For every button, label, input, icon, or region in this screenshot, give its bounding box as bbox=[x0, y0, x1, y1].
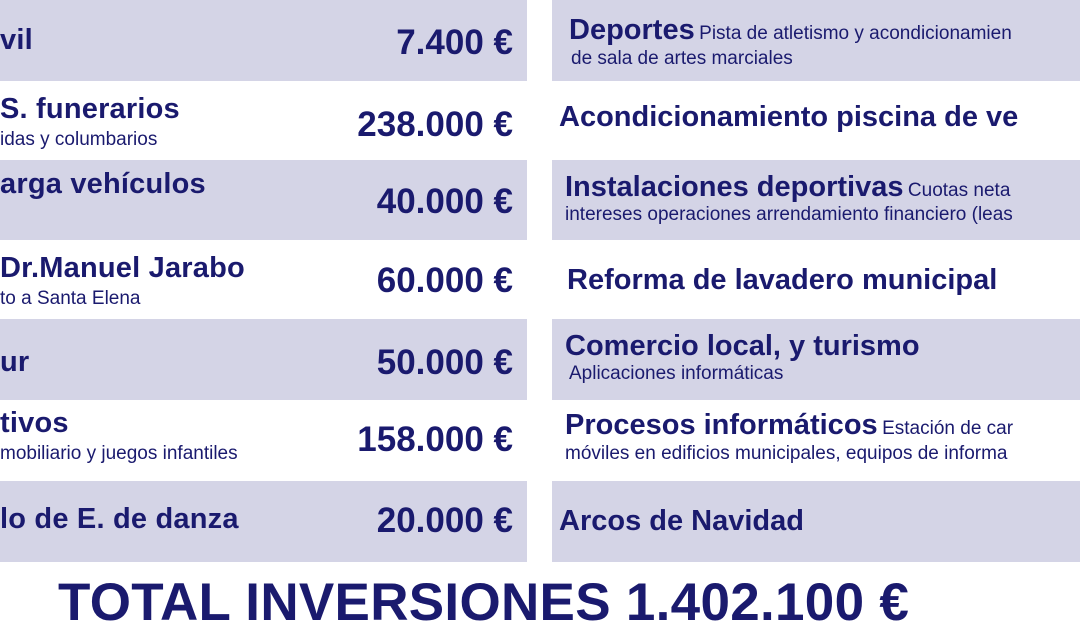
right-row-description: Cuotas neta bbox=[907, 180, 1011, 201]
right-row-detail: de sala de artes marciales bbox=[571, 48, 793, 69]
left-row-4: Dr.Manuel Jarabo to a Santa Elena 60.000… bbox=[0, 240, 527, 321]
right-row-title: Deportes bbox=[569, 14, 695, 46]
left-row-title: arga vehículos bbox=[0, 168, 206, 200]
left-row-title: Dr.Manuel Jarabo bbox=[0, 252, 245, 284]
left-row-amount: 158.000 € bbox=[357, 420, 513, 459]
left-row-subtitle: to a Santa Elena bbox=[0, 288, 141, 309]
right-row-7: Arcos de Navidad bbox=[552, 481, 1080, 562]
left-row-amount: 60.000 € bbox=[376, 261, 513, 300]
right-row-title: Reforma de lavadero municipal bbox=[567, 264, 998, 296]
right-row-detail: intereses operaciones arrendamiento fina… bbox=[565, 204, 1013, 225]
left-row-title: lo de E. de danza bbox=[0, 503, 239, 535]
right-row-title: Acondicionamiento piscina de ve bbox=[559, 101, 1019, 133]
right-row-1: Deportes Pista de atletismo y acondicion… bbox=[552, 0, 1080, 81]
left-row-5: ur 50.000 € bbox=[0, 319, 527, 400]
right-row-title: Comercio local, y turismo bbox=[565, 330, 920, 362]
right-row-description: Pista de atletismo y acondicionamien bbox=[699, 23, 1012, 44]
right-row-title: Arcos de Navidad bbox=[559, 505, 804, 537]
right-row-3: Instalaciones deportivas Cuotas neta int… bbox=[552, 160, 1080, 241]
right-row-detail: Aplicaciones informáticas bbox=[569, 363, 784, 384]
right-row-heading: Instalaciones deportivas Cuotas neta bbox=[565, 171, 1010, 204]
right-row-6: Procesos informáticos Estación de car mó… bbox=[552, 400, 1080, 481]
left-row-subtitle: idas y columbarios bbox=[0, 129, 158, 150]
right-row-heading: Acondicionamiento piscina de ve bbox=[559, 101, 1018, 134]
left-row-amount: 40.000 € bbox=[376, 182, 513, 221]
left-row-amount: 20.000 € bbox=[376, 501, 513, 540]
right-row-detail: móviles en edificios municipales, equipo… bbox=[565, 443, 1008, 464]
left-row-title: vil bbox=[0, 24, 33, 56]
left-row-amount: 238.000 € bbox=[357, 105, 513, 144]
left-row-subtitle: mobiliario y juegos infantiles bbox=[0, 443, 238, 464]
right-row-description: Estación de car bbox=[882, 418, 1014, 439]
left-row-3: arga vehículos 40.000 € bbox=[0, 160, 527, 241]
left-row-title: ur bbox=[0, 346, 30, 378]
left-row-amount: 7.400 € bbox=[396, 23, 513, 62]
left-row-title: S. funerarios bbox=[0, 93, 180, 125]
left-row-7: lo de E. de danza 20.000 € bbox=[0, 481, 527, 562]
right-row-heading: Comercio local, y turismo bbox=[565, 330, 920, 363]
right-row-2: Acondicionamiento piscina de ve bbox=[552, 81, 1080, 162]
left-row-title: tivos bbox=[0, 407, 69, 439]
right-row-title: Procesos informáticos bbox=[565, 409, 878, 441]
right-row-title: Instalaciones deportivas bbox=[565, 171, 904, 203]
right-row-heading: Deportes Pista de atletismo y acondicion… bbox=[569, 14, 1012, 47]
right-row-heading: Arcos de Navidad bbox=[559, 505, 804, 538]
left-row-1: vil 7.400 € bbox=[0, 0, 527, 81]
right-row-heading: Procesos informáticos Estación de car bbox=[565, 409, 1013, 442]
left-row-amount: 50.000 € bbox=[376, 343, 513, 382]
total-investments: TOTAL INVERSIONES 1.402.100 € bbox=[58, 573, 910, 632]
right-row-4: Reforma de lavadero municipal bbox=[552, 240, 1080, 321]
left-row-6: tivos mobiliario y juegos infantiles 158… bbox=[0, 400, 527, 481]
right-row-5: Comercio local, y turismo Aplicaciones i… bbox=[552, 319, 1080, 400]
right-row-heading: Reforma de lavadero municipal bbox=[567, 264, 997, 297]
left-row-2: S. funerarios idas y columbarios 238.000… bbox=[0, 81, 527, 162]
